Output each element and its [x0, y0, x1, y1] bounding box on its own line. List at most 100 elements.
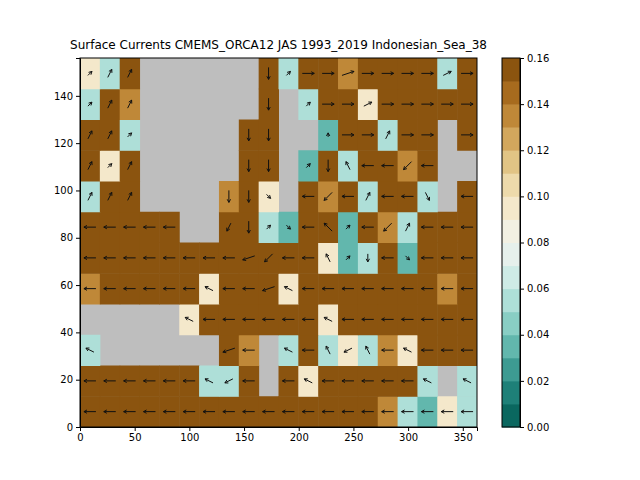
cell: [358, 89, 378, 120]
current-arrow: [441, 256, 453, 259]
tick-label: 80: [60, 232, 73, 243]
tick-label: 0.10: [527, 191, 549, 202]
current-arrow: [223, 348, 235, 353]
current-arrow: [461, 348, 473, 351]
cell: [120, 58, 140, 89]
cell: [457, 89, 477, 120]
colorbar-level: [502, 335, 520, 359]
current-arrow: [286, 225, 290, 229]
current-arrow: [362, 133, 374, 136]
cell: [80, 150, 100, 181]
cell: [120, 396, 140, 427]
current-arrow: [402, 410, 414, 413]
cell: [239, 243, 259, 274]
tick-mark: [76, 190, 80, 191]
current-arrow: [382, 287, 394, 290]
colorbar-level: [502, 219, 520, 243]
colorbar-level: [502, 58, 520, 82]
cell: [457, 304, 477, 335]
current-arrow: [342, 133, 354, 136]
tick: 140: [54, 91, 80, 102]
current-arrow: [108, 164, 112, 168]
cell: [80, 243, 100, 274]
current-arrow: [183, 287, 195, 290]
current-arrow: [128, 192, 132, 200]
cell: [239, 366, 259, 397]
current-arrow: [104, 379, 116, 382]
current-arrow: [441, 348, 453, 351]
tick-label: 0.16: [527, 53, 549, 64]
current-arrow: [322, 72, 334, 75]
cell: [80, 366, 100, 397]
current-arrow: [163, 256, 175, 259]
cell: [159, 273, 179, 304]
current-arrow: [342, 379, 354, 382]
current-arrow: [128, 69, 132, 77]
current-arrow: [423, 379, 431, 383]
cell: [417, 335, 437, 366]
current-arrow: [382, 318, 394, 321]
current-arrow: [324, 192, 332, 200]
cell: [279, 335, 299, 366]
tick-mark: [76, 143, 80, 144]
cell: [159, 243, 179, 274]
cell: [457, 243, 477, 274]
current-arrow: [404, 162, 412, 170]
cell: [80, 335, 100, 366]
colorbar-level: [502, 312, 520, 336]
current-arrow: [404, 348, 412, 352]
tick-mark: [520, 335, 524, 336]
axis-line: [81, 428, 478, 432]
cell: [358, 58, 378, 89]
current-arrow: [108, 192, 112, 200]
cell: [239, 120, 259, 151]
cell: [100, 89, 120, 120]
current-arrow: [324, 317, 332, 321]
current-arrow: [362, 72, 374, 75]
tick-mark: [135, 427, 136, 431]
current-arrow: [402, 102, 414, 105]
tick-mark: [520, 58, 524, 59]
current-arrow: [386, 131, 390, 139]
tick: 20: [60, 374, 80, 385]
cell: [179, 304, 199, 335]
current-arrow: [88, 162, 92, 170]
current-arrow: [461, 195, 473, 198]
cell: [298, 58, 318, 89]
current-arrow: [326, 160, 329, 172]
cell: [219, 366, 239, 397]
tick-label: 0.08: [527, 237, 549, 248]
cell: [80, 273, 100, 304]
cell: [259, 273, 279, 304]
current-arrow: [342, 102, 354, 105]
cell: [437, 212, 457, 243]
current-arrow: [421, 410, 433, 413]
current-arrow: [322, 102, 334, 105]
tick-label: 100: [54, 185, 73, 196]
tick-mark: [76, 285, 80, 286]
colorbar-level: [502, 289, 520, 313]
cell: [437, 304, 457, 335]
current-arrow: [366, 346, 370, 354]
cell: [437, 335, 457, 366]
cell: [279, 396, 299, 427]
current-arrow: [223, 287, 235, 290]
current-arrow: [441, 225, 453, 228]
current-arrow: [324, 223, 332, 231]
current-arrow: [88, 71, 92, 75]
current-arrow: [223, 410, 235, 413]
tick-mark: [520, 427, 524, 428]
current-arrow: [124, 410, 136, 413]
current-arrow: [143, 287, 155, 290]
tick-label: 150: [235, 432, 254, 443]
cell: [398, 273, 418, 304]
cell: [100, 120, 120, 151]
cell: [159, 396, 179, 427]
current-arrow: [382, 410, 394, 413]
current-arrow: [263, 410, 275, 413]
tick-mark: [463, 427, 464, 431]
cell: [358, 243, 378, 274]
current-arrow: [104, 410, 116, 413]
current-arrow: [247, 190, 250, 202]
current-arrow: [342, 318, 354, 321]
